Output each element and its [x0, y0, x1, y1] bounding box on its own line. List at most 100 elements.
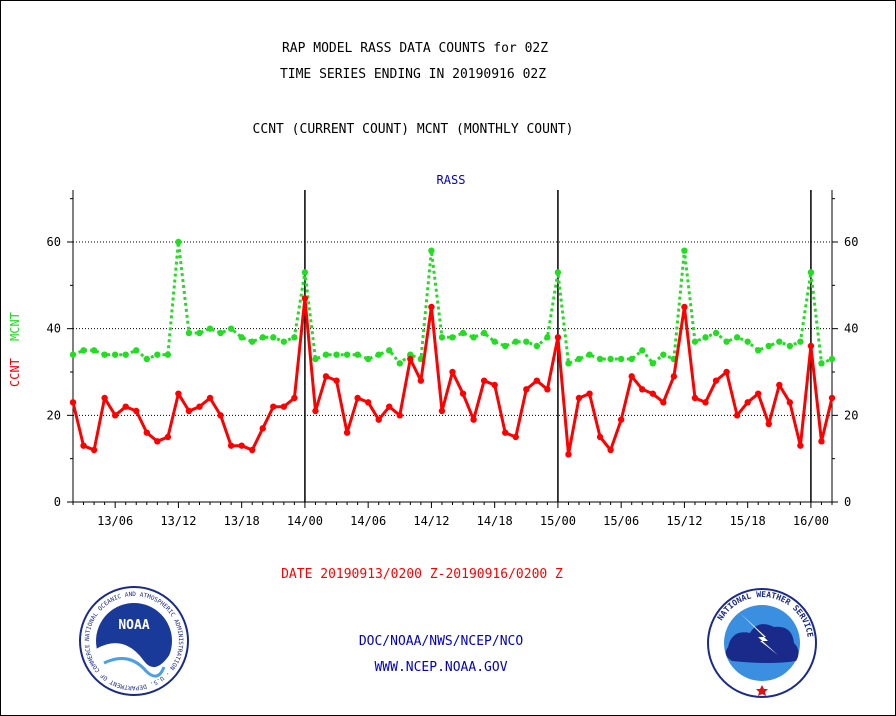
data-point-ccnt — [133, 407, 140, 415]
data-point-mcnt — [301, 269, 309, 276]
data-point-mcnt — [544, 334, 551, 341]
data-point-ccnt — [143, 429, 150, 436]
plot-axes — [67, 190, 838, 508]
data-point-ccnt — [101, 394, 108, 402]
y-tick-label-left: 40 — [47, 322, 61, 336]
data-point-ccnt — [512, 433, 519, 441]
data-point-ccnt — [639, 386, 646, 393]
data-point-ccnt — [744, 399, 751, 406]
data-point-ccnt — [185, 407, 193, 415]
data-point-mcnt — [101, 351, 108, 358]
noaa-logo-text: NOAA — [118, 618, 149, 633]
data-point-mcnt — [628, 355, 635, 363]
data-point-ccnt — [502, 429, 509, 436]
x-tick-label: 15/06 — [603, 514, 639, 528]
y-axis-label-ccnt: CCNT — [8, 358, 22, 387]
data-point-ccnt — [807, 342, 815, 350]
data-point-mcnt — [639, 347, 646, 354]
data-point-ccnt — [586, 390, 593, 397]
data-point-ccnt — [818, 438, 825, 445]
data-point-mcnt — [111, 351, 119, 358]
data-point-mcnt — [712, 329, 720, 337]
data-point-mcnt — [227, 325, 235, 332]
x-tick-label: 15/18 — [730, 514, 766, 528]
x-tick-label: 15/00 — [540, 514, 576, 528]
data-point-mcnt — [828, 355, 836, 363]
data-point-ccnt — [596, 433, 604, 441]
data-point-ccnt — [449, 368, 456, 376]
data-point-ccnt — [723, 368, 730, 376]
data-point-mcnt — [280, 338, 288, 345]
footer-website-link[interactable]: WWW.NCEP.NOAA.GOV — [374, 660, 507, 675]
data-point-mcnt — [175, 238, 182, 246]
data-point-ccnt — [617, 416, 625, 423]
data-point-ccnt — [206, 394, 214, 402]
x-tick-label: 14/00 — [287, 514, 323, 528]
data-point-ccnt — [270, 403, 277, 410]
data-point-mcnt — [80, 347, 87, 354]
y-tick-label-right: 40 — [844, 322, 858, 336]
data-point-ccnt — [733, 412, 741, 419]
data-point-ccnt — [259, 425, 266, 432]
data-point-ccnt — [354, 394, 361, 402]
data-point-mcnt — [90, 347, 98, 354]
data-point-ccnt — [491, 381, 498, 389]
data-point-ccnt — [797, 442, 804, 449]
data-point-ccnt — [776, 381, 783, 389]
x-tick-label: 13/06 — [97, 514, 133, 528]
series-ccnt — [69, 295, 836, 458]
data-point-mcnt — [797, 338, 804, 345]
chart-title-line-1: RAP MODEL RASS DATA COUNTS for 02Z — [282, 41, 548, 56]
data-point-mcnt — [364, 355, 372, 363]
x-tick-labels: 13/06 13/12 13/18 14/00 14/06 14/12 14/18 15/00… — [97, 514, 829, 528]
x-tick-label: 13/12 — [160, 514, 196, 528]
data-point-mcnt — [185, 329, 193, 337]
data-point-mcnt — [291, 334, 298, 341]
data-point-mcnt — [818, 360, 825, 367]
data-point-ccnt — [175, 390, 182, 397]
panel-label: RASS — [437, 173, 466, 187]
data-point-mcnt — [154, 351, 161, 358]
data-point-mcnt — [122, 351, 129, 358]
data-point-mcnt — [206, 325, 214, 332]
data-point-mcnt — [164, 351, 172, 358]
data-point-mcnt — [375, 351, 382, 358]
data-point-mcnt — [733, 334, 741, 341]
data-point-mcnt — [596, 355, 604, 363]
data-point-mcnt — [702, 334, 709, 341]
data-point-ccnt — [786, 399, 794, 406]
data-point-mcnt — [133, 347, 140, 354]
data-point-ccnt — [291, 394, 298, 402]
data-point-ccnt — [691, 394, 699, 402]
data-point-mcnt — [575, 355, 583, 363]
data-point-ccnt — [649, 390, 656, 397]
data-point-mcnt — [554, 269, 562, 276]
x-tick-label: 13/18 — [224, 514, 260, 528]
data-point-ccnt — [122, 403, 129, 410]
data-point-ccnt — [828, 394, 836, 402]
y-tick-label-right: 60 — [844, 235, 858, 249]
y-tick-labels: 0 0 20 20 40 40 60 60 — [47, 235, 859, 509]
chart-subtitle: CCNT (CURRENT COUNT) MCNT (MONTHLY COUNT… — [253, 122, 574, 137]
data-point-mcnt — [776, 338, 783, 345]
data-point-mcnt — [786, 342, 794, 350]
data-point-mcnt — [807, 269, 815, 276]
data-point-mcnt — [386, 347, 393, 354]
data-point-ccnt — [249, 446, 256, 454]
data-point-ccnt — [470, 416, 477, 423]
data-point-mcnt — [238, 334, 245, 341]
data-point-ccnt — [670, 373, 678, 380]
data-point-mcnt — [143, 355, 150, 363]
series-mcnt — [69, 238, 836, 367]
data-point-ccnt — [480, 377, 488, 384]
data-point-mcnt — [322, 351, 330, 358]
data-point-ccnt — [386, 403, 393, 410]
data-point-ccnt — [459, 390, 467, 397]
data-point-ccnt — [217, 412, 224, 419]
data-point-mcnt — [249, 338, 256, 345]
data-point-ccnt — [111, 412, 119, 419]
data-point-mcnt — [428, 247, 435, 254]
data-point-ccnt — [333, 377, 340, 384]
chart-title-line-2: TIME SERIES ENDING IN 20190916 02Z — [280, 67, 546, 82]
